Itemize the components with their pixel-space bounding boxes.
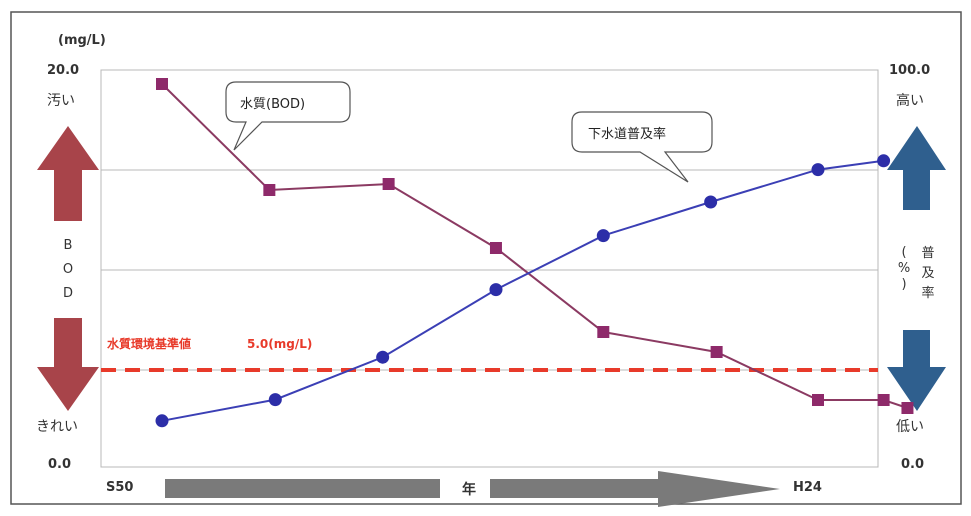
x-start-label: S50 <box>106 480 133 495</box>
series-1-point-1 <box>268 393 282 407</box>
series-1-point-3 <box>489 283 503 297</box>
right-axis-name-char-0: 普 <box>921 246 934 261</box>
series-1-point-2 <box>376 350 390 364</box>
series-1-point-5 <box>704 195 718 209</box>
left-axis-bottom-label: きれい <box>36 419 78 435</box>
right-axis-bottom-value: 0.0 <box>901 457 924 472</box>
right-axis-name: 普及率 (%) <box>898 245 935 301</box>
series-0-point-1 <box>263 184 276 196</box>
x-end-label: H24 <box>793 480 822 495</box>
callout-bod: 水質(BOD) <box>225 81 351 151</box>
series-0-point-7 <box>877 394 890 406</box>
right-axis-top-value: 100.0 <box>889 63 930 78</box>
callout-sewer-bubble <box>571 111 713 183</box>
callout-bod-text: 水質(BOD) <box>240 97 305 112</box>
series-0-point-5 <box>710 346 723 358</box>
series-0-point-2 <box>382 178 395 190</box>
series-0-point-4 <box>597 326 610 338</box>
left-down-arrow <box>37 318 99 411</box>
series-1-point-6 <box>811 163 825 177</box>
left-axis-bottom-value: 0.0 <box>48 457 71 472</box>
series-0-point-0 <box>156 78 168 90</box>
x-axis-label: 年 <box>462 481 476 498</box>
callout-sewer-text: 下水道普及率 <box>588 126 666 142</box>
callout-bod-bubble <box>225 81 351 151</box>
series-1-point-4 <box>596 229 610 243</box>
left-axis-top-label: 汚い <box>47 93 75 109</box>
series-0-point-6 <box>812 394 824 406</box>
series-0-point-8 <box>901 402 914 414</box>
callout-sewer: 下水道普及率 <box>571 111 713 183</box>
series-1-line <box>161 159 884 422</box>
right-axis-name-char-2: 率 <box>921 285 934 301</box>
plot-area <box>100 69 879 468</box>
right-axis-unit-char-2: ) <box>901 277 906 292</box>
left-axis-name: BOD <box>63 238 73 301</box>
right-axis-top-label: 高い <box>896 92 924 109</box>
x-arrow-left-bar <box>165 479 440 498</box>
series-1-point-0 <box>155 414 169 428</box>
right-axis-unit-char-1: % <box>898 261 910 276</box>
right-axis-unit-char-0: ( <box>901 245 906 260</box>
left-axis-name-char-0: B <box>64 238 73 253</box>
outer-border <box>10 11 962 505</box>
left-axis-name-char-2: D <box>63 286 73 301</box>
reference-line-value: 5.0(mg/L) <box>247 337 312 351</box>
left-axis-unit: (mg/L) <box>58 33 106 48</box>
series-1-point-7 <box>877 154 891 168</box>
right-axis-name-char-1: 及 <box>921 266 934 281</box>
reference-line-label: 水質環境基準値 <box>107 336 191 351</box>
series-layer <box>155 78 914 428</box>
right-axis-bottom-label: 低い <box>896 419 924 435</box>
left-axis-top-value: 20.0 <box>47 63 79 78</box>
x-arrow-right <box>490 471 780 507</box>
series-0-point-3 <box>489 242 502 254</box>
right-down-arrow <box>887 330 946 411</box>
right-up-arrow <box>887 126 946 210</box>
left-axis-name-char-1: O <box>63 262 73 277</box>
left-up-arrow <box>37 126 99 221</box>
